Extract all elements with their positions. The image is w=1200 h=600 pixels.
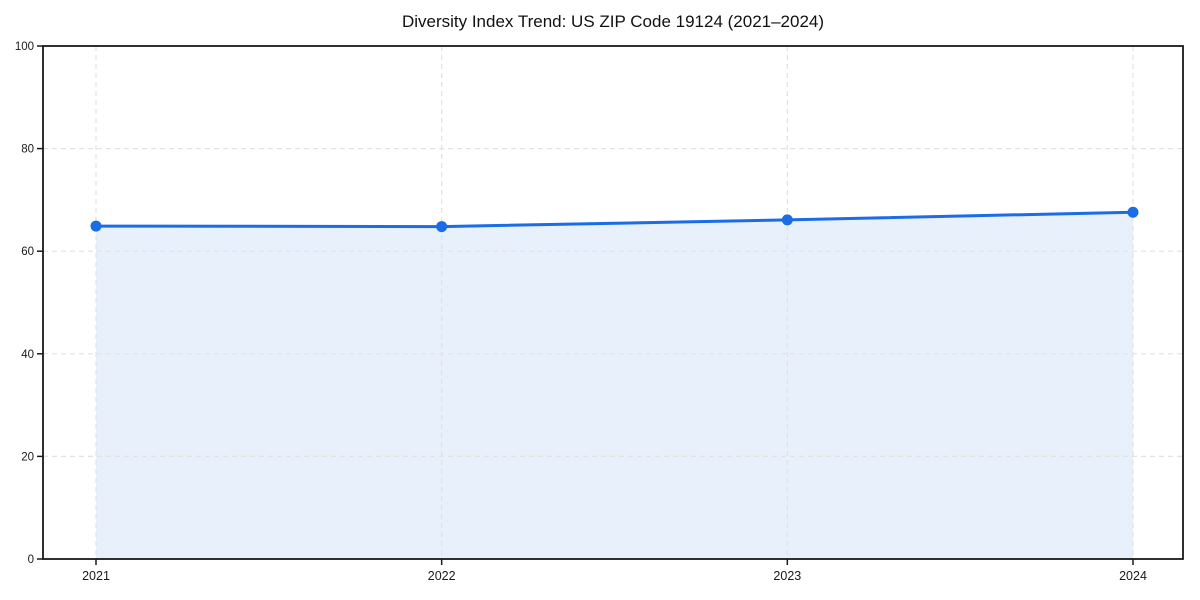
chart-title: Diversity Index Trend: US ZIP Code 19124… bbox=[401, 12, 825, 31]
y-tick-label: 60 bbox=[21, 246, 34, 258]
y-tick-label: 0 bbox=[28, 554, 34, 566]
y-tick-label: 40 bbox=[21, 349, 34, 361]
data-point bbox=[90, 220, 102, 232]
x-tick-label: 2023 bbox=[773, 569, 801, 583]
x-tick-label: 2021 bbox=[82, 569, 110, 583]
area-fill bbox=[96, 212, 1133, 559]
data-point bbox=[436, 221, 448, 233]
plot-border bbox=[42, 45, 1184, 560]
y-tick-label: 80 bbox=[21, 144, 34, 156]
y-tick-label: 100 bbox=[15, 41, 34, 53]
trend-line bbox=[94, 210, 1135, 229]
x-tick-label: 2022 bbox=[428, 569, 456, 583]
data-point bbox=[781, 214, 793, 226]
x-tick-label: 2024 bbox=[1119, 569, 1147, 583]
y-tick-label: 20 bbox=[21, 451, 34, 463]
data-point bbox=[1127, 206, 1139, 218]
